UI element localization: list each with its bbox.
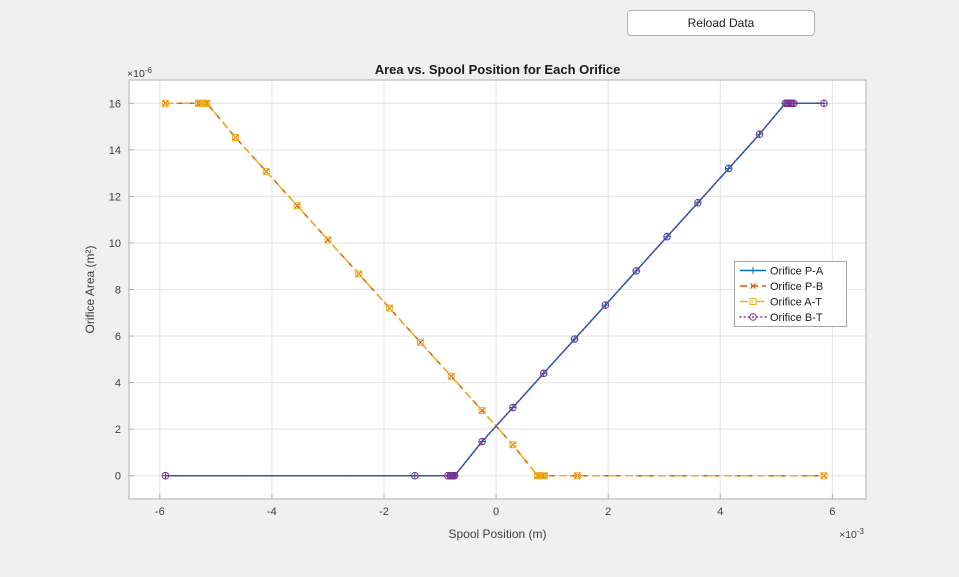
svg-text:6: 6 [829, 506, 835, 518]
y-axis-exponent: ×10-6 [127, 66, 152, 80]
legend-entry-orifice-p-b: Orifice P-B [740, 281, 823, 293]
svg-text:12: 12 [109, 191, 121, 203]
svg-text:-2: -2 [379, 506, 389, 518]
svg-text:16: 16 [109, 98, 121, 110]
svg-text:6: 6 [115, 331, 121, 343]
svg-text:14: 14 [109, 145, 121, 157]
tick-marks [129, 102, 833, 499]
legend-entry-orifice-p-a: Orifice P-A [740, 266, 824, 278]
legend-entry-orifice-b-t: Orifice B-T [739, 312, 823, 324]
svg-text:0: 0 [493, 506, 499, 518]
x-axis-label: Spool Position (m) [448, 527, 546, 541]
svg-text:10: 10 [109, 238, 121, 250]
svg-text:0: 0 [115, 471, 121, 483]
reload-data-button[interactable]: Reload Data [627, 10, 815, 36]
x-axis-exponent: ×10-3 [839, 527, 864, 541]
series-orifice-a-t [161, 99, 828, 480]
y-axis-label: Orifice Area (m²) [83, 245, 97, 333]
svg-text:4: 4 [115, 378, 121, 390]
legend-label: Orifice B-T [770, 312, 823, 324]
svg-text:-6: -6 [155, 506, 165, 518]
svg-text:2: 2 [115, 424, 121, 436]
series-orifice-b-t [161, 99, 828, 480]
legend-label: Orifice P-A [770, 266, 824, 278]
legend-label: Orifice P-B [770, 281, 823, 293]
legend-label: Orifice A-T [770, 297, 822, 309]
svg-text:2: 2 [605, 506, 611, 518]
chart-title: Area vs. Spool Position for Each Orifice [375, 62, 621, 77]
legend[interactable]: Orifice P-A Orifice P-B Orifice A-T Orifice… [734, 261, 847, 327]
tick-labels: -6 -4 -2 0 2 4 6 0 2 4 6 8 10 12 14 16 [109, 98, 836, 518]
legend-entry-orifice-a-t: Orifice A-T [740, 297, 822, 309]
svg-text:4: 4 [717, 506, 723, 518]
svg-text:-4: -4 [267, 506, 277, 518]
svg-text:8: 8 [115, 285, 121, 297]
